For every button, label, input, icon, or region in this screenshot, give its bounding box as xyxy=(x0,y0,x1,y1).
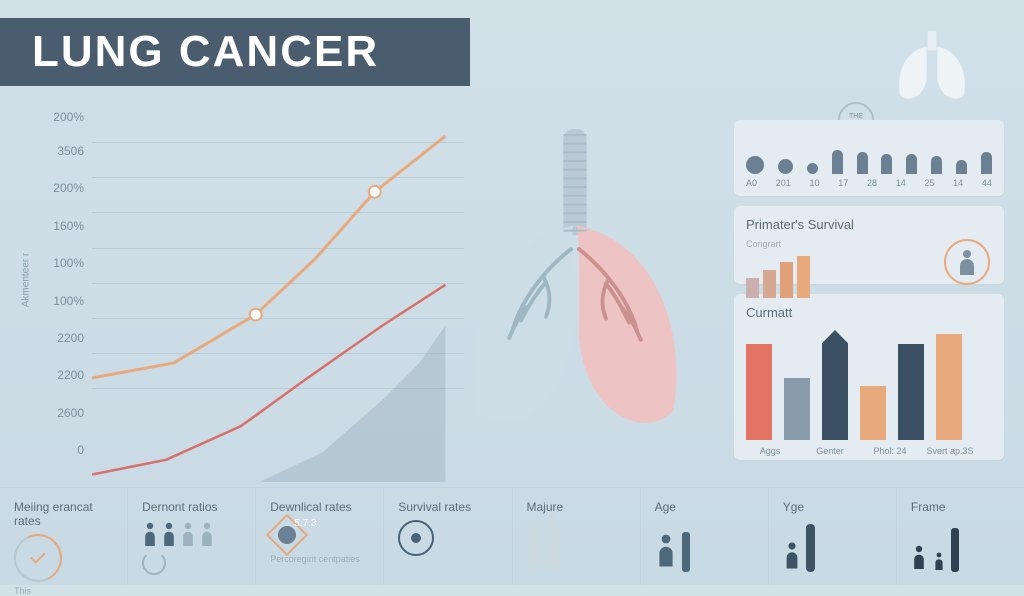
y-tick: 2200 xyxy=(57,331,84,345)
dots-panel: A020110172814251444 xyxy=(734,120,1004,196)
bottom-cell: Age xyxy=(641,488,769,585)
bottom-cell: Majure xyxy=(513,488,641,585)
bar-panel-title: Curmatt xyxy=(746,305,792,320)
y-axis-label: Akmenteer r xyxy=(21,253,32,307)
title-bar: LUNG CANCER xyxy=(0,18,470,86)
bar-chart-labels: AggsGenterPhol: 24Svert ap.3S xyxy=(746,446,992,456)
main-line-chart: Akmenteer r 200%3506200%160%100%100%2200… xyxy=(44,110,464,450)
y-tick: 0 xyxy=(77,443,84,457)
bottom-cell: Survival rates xyxy=(384,488,512,585)
y-tick: 3506 xyxy=(57,144,84,158)
bottom-cell: Dewnlical rates5.7.3Percoregint centpati… xyxy=(256,488,384,585)
right-column: A020110172814251444 Primater's Survival … xyxy=(734,120,1004,470)
chart-plot-area xyxy=(92,110,464,482)
bar-chart xyxy=(746,330,992,440)
lungs-small-icon xyxy=(884,22,980,102)
x-axis-ticks xyxy=(92,434,464,450)
dots-labels-row: A020110172814251444 xyxy=(746,178,992,188)
bottom-cell: Dernont ratios xyxy=(128,488,256,585)
bottom-cell: Meiing erancat ratesThis xyxy=(0,488,128,585)
survival-panel: Primater's Survival Congrart xyxy=(734,206,1004,284)
bar-chart-panel: Curmatt AggsGenterPhol: 24Svert ap.3S xyxy=(734,294,1004,460)
bottom-cell: Yge xyxy=(769,488,897,585)
y-tick: 100% xyxy=(53,256,84,270)
bottom-cell: Frame xyxy=(897,488,1024,585)
survival-subtitle: Congrart xyxy=(746,239,781,249)
survival-title: Primater's Survival xyxy=(746,217,854,232)
y-tick: 200% xyxy=(53,110,84,124)
page-title: LUNG CANCER xyxy=(32,27,379,77)
lungs-illustration xyxy=(430,118,720,438)
person-ring-icon xyxy=(944,239,990,285)
y-tick: 200% xyxy=(53,181,84,195)
y-tick: 2600 xyxy=(57,406,84,420)
y-tick: 100% xyxy=(53,294,84,308)
bottom-strip: Meiing erancat ratesThisDernont ratiosDe… xyxy=(0,487,1024,585)
y-tick: 2200 xyxy=(57,368,84,382)
y-axis-ticks: 200%3506200%160%100%100%2200220026000 xyxy=(44,110,88,450)
dots-row xyxy=(746,134,992,174)
y-tick: 160% xyxy=(53,219,84,233)
